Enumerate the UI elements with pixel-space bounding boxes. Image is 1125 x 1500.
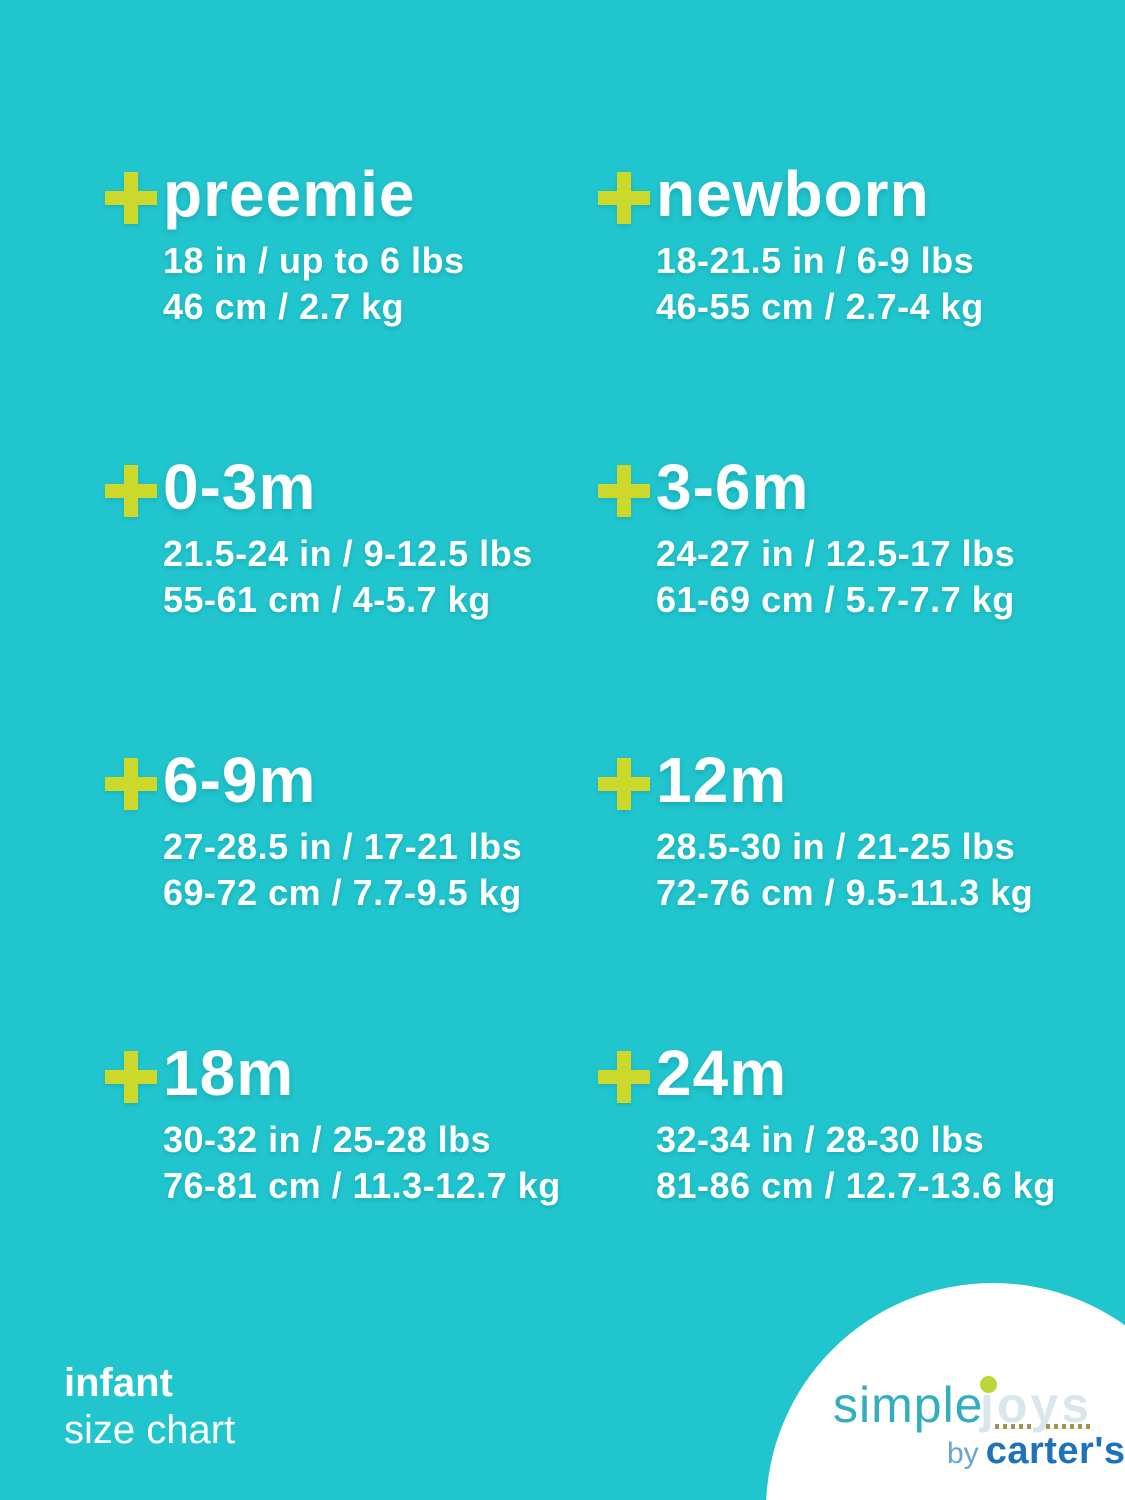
size-label: newborn (656, 158, 930, 230)
plus-icon (105, 1051, 157, 1103)
size-text: 3-6m 24-27 in / 12.5-17 lbs 61-69 cm / 5… (656, 455, 1015, 623)
joys-dots-underline-icon (995, 1424, 1031, 1429)
size-label: 0-3m (163, 451, 317, 523)
size-text: 6-9m 27-28.5 in / 17-21 lbs 69-72 cm / 7… (163, 748, 522, 916)
size-label: 3-6m (656, 451, 810, 523)
logo-by-text: by (947, 1437, 979, 1470)
size-block-preemie: preemie 18 in / up to 6 lbs 46 cm / 2.7 … (105, 162, 598, 455)
size-imperial: 18 in / up to 6 lbs (163, 240, 465, 281)
size-text: newborn 18-21.5 in / 6-9 lbs 46-55 cm / … (656, 162, 984, 330)
plus-icon (598, 1051, 650, 1103)
plus-icon (105, 465, 157, 517)
plus-icon (105, 758, 157, 810)
size-metric: 46 cm / 2.7 kg (163, 286, 405, 328)
size-block-0-3m: 0-3m 21.5-24 in / 9-12.5 lbs 55-61 cm / … (105, 455, 598, 748)
size-metric: 72-76 cm / 9.5-11.3 kg (656, 872, 1034, 914)
size-imperial: 30-32 in / 25-28 lbs (163, 1119, 492, 1160)
size-imperial: 21.5-24 in / 9-12.5 lbs (163, 533, 533, 574)
sizes-grid: preemie 18 in / up to 6 lbs 46 cm / 2.7 … (105, 162, 1091, 1334)
plus-icon (598, 465, 650, 517)
size-block-12m: 12m 28.5-30 in / 21-25 lbs 72-76 cm / 9.… (598, 748, 1091, 1041)
logo-joys-text: joys (980, 1377, 1093, 1433)
size-text: 0-3m 21.5-24 in / 9-12.5 lbs 55-61 cm / … (163, 455, 533, 623)
size-label: 18m (163, 1037, 295, 1109)
size-imperial: 28.5-30 in / 21-25 lbs (656, 826, 1016, 867)
logo-byline: by carter's ™ (947, 1430, 1125, 1473)
size-metric: 76-81 cm / 11.3-12.7 kg (163, 1165, 561, 1207)
size-label: 6-9m (163, 744, 317, 816)
footer-title: infant size chart (64, 1360, 235, 1454)
size-imperial: 32-34 in / 28-30 lbs (656, 1119, 985, 1160)
footer-title-line2: size chart (64, 1408, 236, 1453)
plus-icon (105, 172, 157, 224)
size-metric: 81-86 cm / 12.7-13.6 kg (656, 1165, 1056, 1207)
size-text: 18m 30-32 in / 25-28 lbs 76-81 cm / 11.3… (163, 1041, 561, 1209)
logo-joys: joys (980, 1376, 1093, 1433)
size-text: 12m 28.5-30 in / 21-25 lbs 72-76 cm / 9.… (656, 748, 1033, 916)
plus-icon (598, 758, 650, 810)
logo-carters-text: carter's (985, 1430, 1125, 1472)
size-label: 24m (656, 1037, 788, 1109)
size-block-24m: 24m 32-34 in / 28-30 lbs 81-86 cm / 12.7… (598, 1041, 1091, 1334)
size-label: 12m (656, 744, 788, 816)
size-text: preemie 18 in / up to 6 lbs 46 cm / 2.7 … (163, 162, 465, 330)
size-imperial: 24-27 in / 12.5-17 lbs (656, 533, 1016, 574)
size-metric: 69-72 cm / 7.7-9.5 kg (163, 872, 522, 914)
size-label: preemie (163, 158, 416, 230)
size-block-6-9m: 6-9m 27-28.5 in / 17-21 lbs 69-72 cm / 7… (105, 748, 598, 1041)
joys-dots-underline-icon (1046, 1424, 1090, 1429)
size-metric: 61-69 cm / 5.7-7.7 kg (656, 579, 1015, 621)
size-metric: 46-55 cm / 2.7-4 kg (656, 286, 984, 328)
size-block-3-6m: 3-6m 24-27 in / 12.5-17 lbs 61-69 cm / 5… (598, 455, 1091, 748)
size-block-18m: 18m 30-32 in / 25-28 lbs 76-81 cm / 11.3… (105, 1041, 598, 1334)
size-imperial: 27-28.5 in / 17-21 lbs (163, 826, 523, 867)
footer-title-line1: infant (64, 1361, 173, 1405)
size-text: 24m 32-34 in / 28-30 lbs 81-86 cm / 12.7… (656, 1041, 1056, 1209)
size-block-newborn: newborn 18-21.5 in / 6-9 lbs 46-55 cm / … (598, 162, 1091, 455)
logo-simple-text: simple (833, 1377, 984, 1433)
plus-icon (598, 172, 650, 224)
j-dot-icon (980, 1376, 997, 1393)
size-imperial: 18-21.5 in / 6-9 lbs (656, 240, 975, 281)
size-metric: 55-61 cm / 4-5.7 kg (163, 579, 491, 621)
